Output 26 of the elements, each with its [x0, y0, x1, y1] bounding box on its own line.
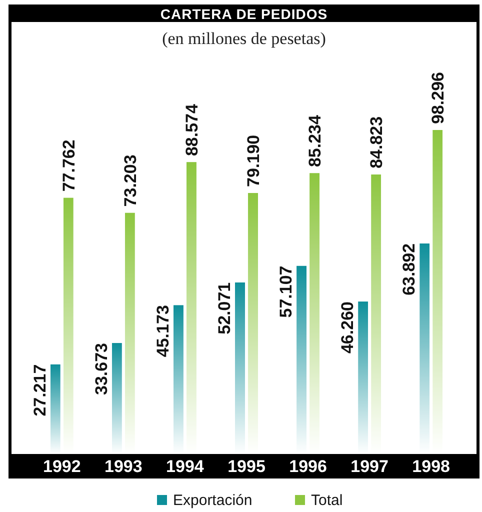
data-label: 45.173: [153, 305, 172, 358]
data-label: 84.823: [367, 116, 386, 168]
x-tick-label: 1996: [289, 457, 327, 476]
data-label: 85.234: [306, 114, 325, 168]
x-tick-label: 1994: [166, 457, 204, 476]
data-label: 27.217: [30, 364, 50, 416]
data-label: 98.296: [428, 72, 448, 124]
data-label: 52.071: [215, 282, 234, 334]
data-label: 77.762: [59, 140, 78, 192]
x-tick-label: 1993: [104, 457, 142, 476]
x-tick-label: 1995: [228, 457, 266, 476]
x-tick-label: 1992: [43, 457, 81, 476]
chart-title: CARTERA DE PEDIDOS: [160, 6, 328, 22]
data-label: 57.107: [276, 266, 296, 318]
legend-label: Total: [311, 492, 343, 509]
chart-subtitle: (en millones de pesetas): [162, 29, 326, 48]
bar: [50, 364, 60, 454]
data-label: 46.260: [338, 302, 358, 354]
data-label: 88.574: [182, 104, 202, 156]
legend-label: Exportación: [173, 492, 252, 509]
data-label: 73.203: [120, 154, 140, 207]
data-label: 33.673: [92, 343, 111, 396]
x-tick-label: 1997: [350, 457, 388, 476]
x-tick-label: 1998: [412, 457, 450, 476]
data-label: 79.190: [244, 134, 263, 187]
data-label: 63.892: [400, 243, 419, 296]
